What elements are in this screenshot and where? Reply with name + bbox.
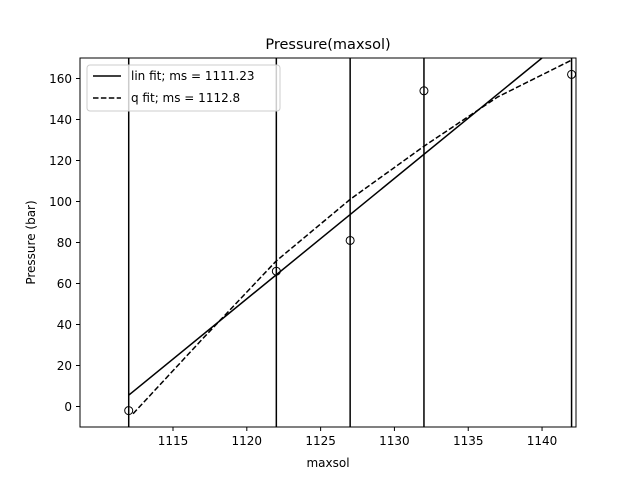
y-tick-label: 100: [49, 195, 72, 209]
x-tick-label: 1120: [232, 434, 263, 448]
x-tick-label: 1135: [453, 434, 484, 448]
data-point: [271, 266, 281, 276]
y-tick-label: 140: [49, 113, 72, 127]
x-tick-label: 1130: [379, 434, 410, 448]
data-point: [345, 235, 355, 245]
vertical-lines: [127, 58, 573, 427]
x-tick-label: 1115: [158, 434, 189, 448]
y-axis-ticks: 0 20 40 60 80 100 120 140 160: [49, 72, 80, 414]
legend: lin fit; ms = 1111.23 q fit; ms = 1112.8: [86, 64, 281, 112]
data-point: [124, 406, 134, 416]
y-tick-label: 120: [49, 154, 72, 168]
series-group: [128, 58, 572, 415]
legend-label-lin: lin fit; ms = 1111.23: [131, 69, 254, 83]
legend-box: [86, 64, 281, 112]
x-tick-label: 1140: [527, 434, 558, 448]
data-point: [419, 86, 429, 96]
y-tick-label: 60: [57, 277, 72, 291]
x-axis-label: maxsol: [306, 456, 349, 470]
observation-points: [124, 69, 577, 416]
y-tick-label: 160: [49, 72, 72, 86]
legend-label-q: q fit; ms = 1112.8: [131, 91, 240, 105]
y-tick-label: 20: [57, 359, 72, 373]
y-tick-label: 0: [64, 400, 72, 414]
y-tick-label: 80: [57, 236, 72, 250]
series-line-quadratic-fit: [132, 59, 572, 415]
y-axis-label: Pressure (bar): [24, 200, 38, 284]
x-tick-label: 1125: [305, 434, 336, 448]
x-axis-ticks: 1115 1120 1125 1130 1135 1140: [158, 427, 558, 448]
chart-title: Pressure(maxsol): [265, 37, 390, 53]
y-tick-label: 40: [57, 318, 72, 332]
